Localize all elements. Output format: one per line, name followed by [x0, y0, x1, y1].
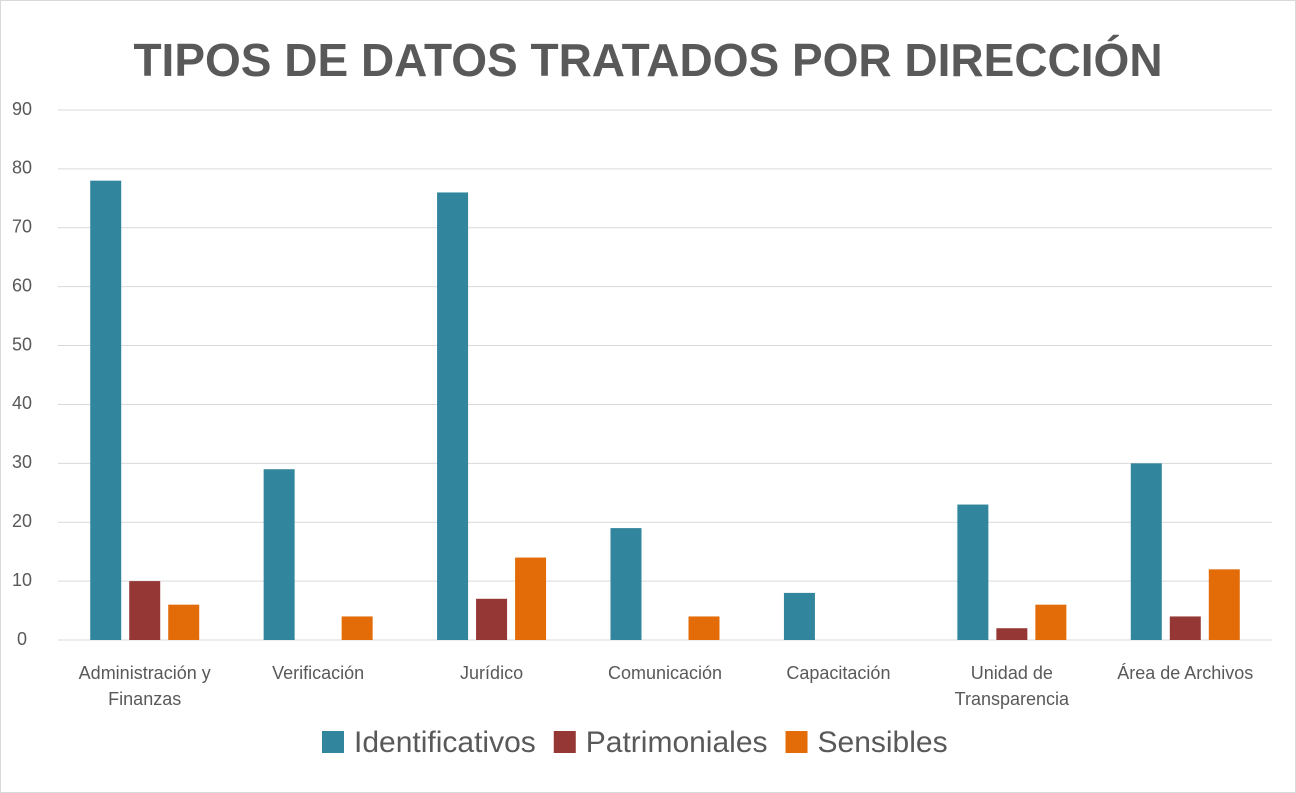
bar: [515, 557, 547, 640]
bar: [783, 592, 815, 640]
bar: [688, 616, 720, 640]
x-tick-label: Administración y Finanzas: [78, 663, 211, 709]
y-tick-label: 80: [12, 158, 32, 178]
legend-swatch: [322, 731, 344, 753]
bar: [1130, 463, 1162, 640]
bar: [1035, 604, 1067, 640]
y-tick-label: 20: [12, 511, 32, 531]
y-tick-label: 10: [12, 570, 32, 590]
legend-swatch: [553, 731, 576, 753]
legend-label: Patrimoniales: [586, 726, 768, 759]
x-tick-label: Unidad de Transparencia: [954, 663, 1070, 709]
x-tick-label: Capacitación: [786, 663, 891, 683]
y-tick-label: 90: [12, 99, 32, 119]
bar: [957, 504, 989, 640]
bar: [610, 528, 642, 640]
bar: [996, 628, 1028, 640]
bar: [168, 604, 200, 640]
legend-label: Sensibles: [818, 726, 948, 759]
y-tick-label: 0: [17, 629, 27, 649]
bar: [90, 180, 122, 640]
y-tick-label: 40: [12, 393, 32, 413]
bar: [437, 192, 469, 640]
x-tick-label: Área de Archivos: [1117, 663, 1254, 683]
y-tick-label: 70: [12, 217, 32, 237]
x-tick-label: Jurídico: [460, 663, 524, 683]
y-tick-label: 50: [12, 334, 32, 354]
bar: [1169, 616, 1201, 640]
bar: [341, 616, 373, 640]
y-tick-label: 60: [12, 275, 32, 295]
x-tick-label: Comunicación: [607, 663, 723, 683]
y-tick-label: 30: [12, 452, 32, 472]
bar: [263, 469, 295, 640]
x-tick-label: Verificación: [272, 663, 365, 683]
bar: [129, 581, 161, 640]
legend-label: Identificativos: [354, 726, 536, 759]
bar: [1208, 569, 1240, 640]
legend-swatch: [785, 731, 808, 753]
chart-title: TIPOS DE DATOS TRATADOS POR DIRECCIÓN: [133, 34, 1162, 86]
bar: [476, 598, 508, 640]
